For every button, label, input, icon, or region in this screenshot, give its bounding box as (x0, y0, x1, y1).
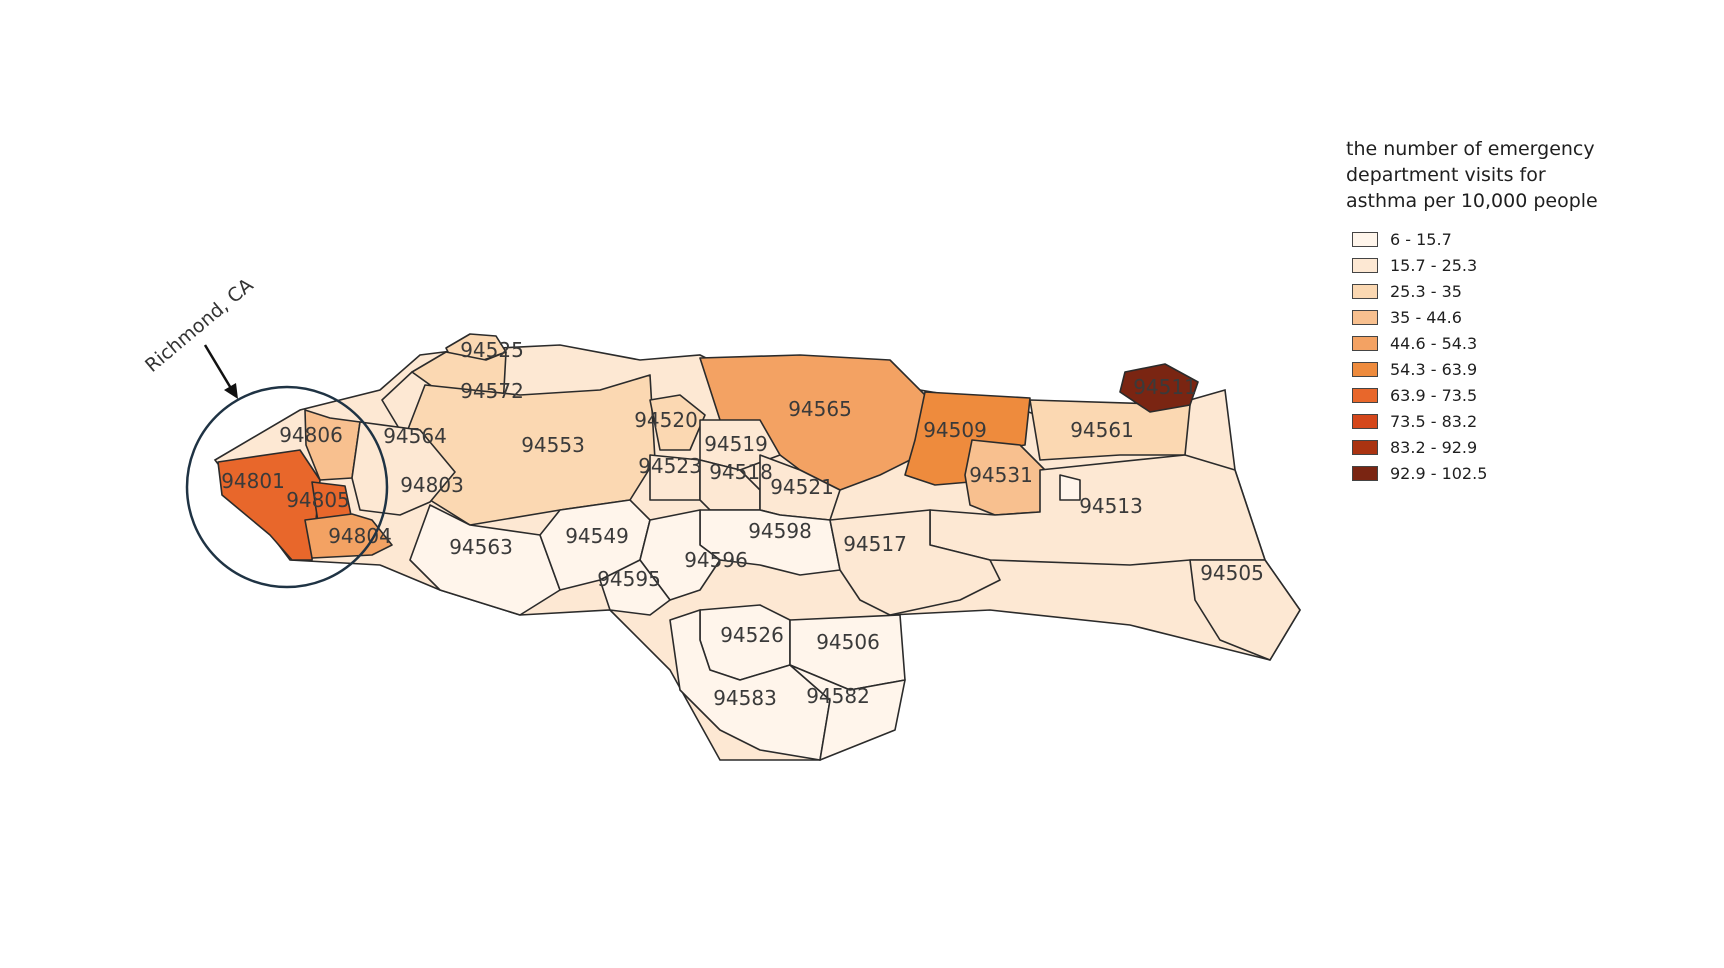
zip-label-94598: 94598 (748, 519, 812, 543)
zip-label-94549: 94549 (565, 524, 629, 548)
legend-swatch (1352, 231, 1378, 247)
zip-label-94525: 94525 (460, 338, 524, 362)
legend-label: 73.5 - 83.2 (1390, 411, 1478, 431)
legend-swatch (1352, 413, 1378, 429)
zip-area-94595 (599, 559, 671, 616)
zip-label-94805: 94805 (286, 488, 350, 512)
arrow-down-right-icon (203, 344, 238, 399)
legend-label: 92.9 - 102.5 (1390, 463, 1488, 483)
legend-swatch (1352, 283, 1378, 299)
zip-area-94511 (1119, 363, 1199, 413)
legend-item: 54.3 - 63.9 (1352, 356, 1487, 382)
legend-item: 6 - 15.7 (1352, 226, 1487, 252)
zip-label-94531: 94531 (969, 463, 1033, 487)
legend-item: 25.3 - 35 (1352, 278, 1487, 304)
legend-item: 83.2 - 92.9 (1352, 434, 1487, 460)
legend-item: 73.5 - 83.2 (1352, 408, 1487, 434)
zip-label-94517: 94517 (843, 532, 907, 556)
legend-item: 35 - 44.6 (1352, 304, 1487, 330)
zip-area-94801 (217, 449, 321, 561)
zip-label-94511: 94511 (1133, 375, 1197, 399)
zip-label-94506: 94506 (816, 630, 880, 654)
legend-item: 63.9 - 73.5 (1352, 382, 1487, 408)
legend-swatch (1352, 309, 1378, 325)
zip-label-94804: 94804 (328, 524, 392, 548)
legend-swatch (1352, 439, 1378, 455)
zip-label-94518: 94518 (709, 460, 773, 484)
zip-label-94565: 94565 (788, 397, 852, 421)
zip-area-94804 (304, 513, 393, 559)
zip-label-94572: 94572 (460, 379, 524, 403)
zip-area-94513 (929, 454, 1266, 566)
legend-label: 6 - 15.7 (1390, 229, 1452, 249)
zip-area-94520 (649, 394, 706, 451)
zip-label-94801: 94801 (221, 469, 285, 493)
zip-area-94582 (789, 664, 906, 761)
zip-label-94595: 94595 (597, 567, 661, 591)
legend-label: 44.6 - 54.3 (1390, 333, 1478, 353)
zip-area-94505 (1189, 559, 1301, 661)
zip-label-94806: 94806 (279, 423, 343, 447)
zip-label-94513: 94513 (1079, 494, 1143, 518)
legend-title-line-2: department visits for (1346, 164, 1546, 186)
legend-swatch (1352, 387, 1378, 403)
legend-swatch (1352, 465, 1378, 481)
zip-label-94596: 94596 (684, 548, 748, 572)
legend-label: 25.3 - 35 (1390, 281, 1462, 301)
legend: 6 - 15.7 15.7 - 25.3 25.3 - 35 35 - 44.6… (1352, 226, 1487, 486)
zip-label-94521: 94521 (770, 475, 834, 499)
zip-label-94519: 94519 (704, 432, 768, 456)
zip-label-94505: 94505 (1200, 561, 1264, 585)
legend-swatch (1352, 335, 1378, 351)
zip-area-94517 (829, 509, 1001, 616)
zip-label-94803: 94803 (400, 473, 464, 497)
zip-area-94507 (1059, 474, 1081, 501)
zip-label-94564: 94564 (383, 424, 447, 448)
legend-label: 63.9 - 73.5 (1390, 385, 1478, 405)
zip-area-94563 (409, 504, 561, 616)
zip-label-94509: 94509 (923, 418, 987, 442)
legend-label: 15.7 - 25.3 (1390, 255, 1478, 275)
legend-swatch (1352, 361, 1378, 377)
zip-label-94520: 94520 (634, 408, 698, 432)
legend-label: 83.2 - 92.9 (1390, 437, 1478, 457)
zip-label-94563: 94563 (449, 535, 513, 559)
zip-label-94561: 94561 (1070, 418, 1134, 442)
legend-item: 92.9 - 102.5 (1352, 460, 1487, 486)
legend-title-line-1: the number of emergency (1346, 138, 1595, 160)
legend-label: 54.3 - 63.9 (1390, 359, 1478, 379)
zip-label-94553: 94553 (521, 433, 585, 457)
zip-label-94583: 94583 (713, 686, 777, 710)
richmond-highlight-circle (185, 385, 389, 589)
zip-label-94523: 94523 (638, 454, 702, 478)
legend-label: 35 - 44.6 (1390, 307, 1462, 327)
richmond-annotation-label: Richmond, CA (141, 274, 257, 377)
legend-swatch (1352, 257, 1378, 273)
zip-label-94582: 94582 (806, 684, 870, 708)
legend-title-line-3: asthma per 10,000 people (1346, 190, 1598, 212)
legend-item: 44.6 - 54.3 (1352, 330, 1487, 356)
legend-title: the number of emergency department visit… (1346, 136, 1686, 214)
legend-item: 15.7 - 25.3 (1352, 252, 1487, 278)
zip-label-94526: 94526 (720, 623, 784, 647)
